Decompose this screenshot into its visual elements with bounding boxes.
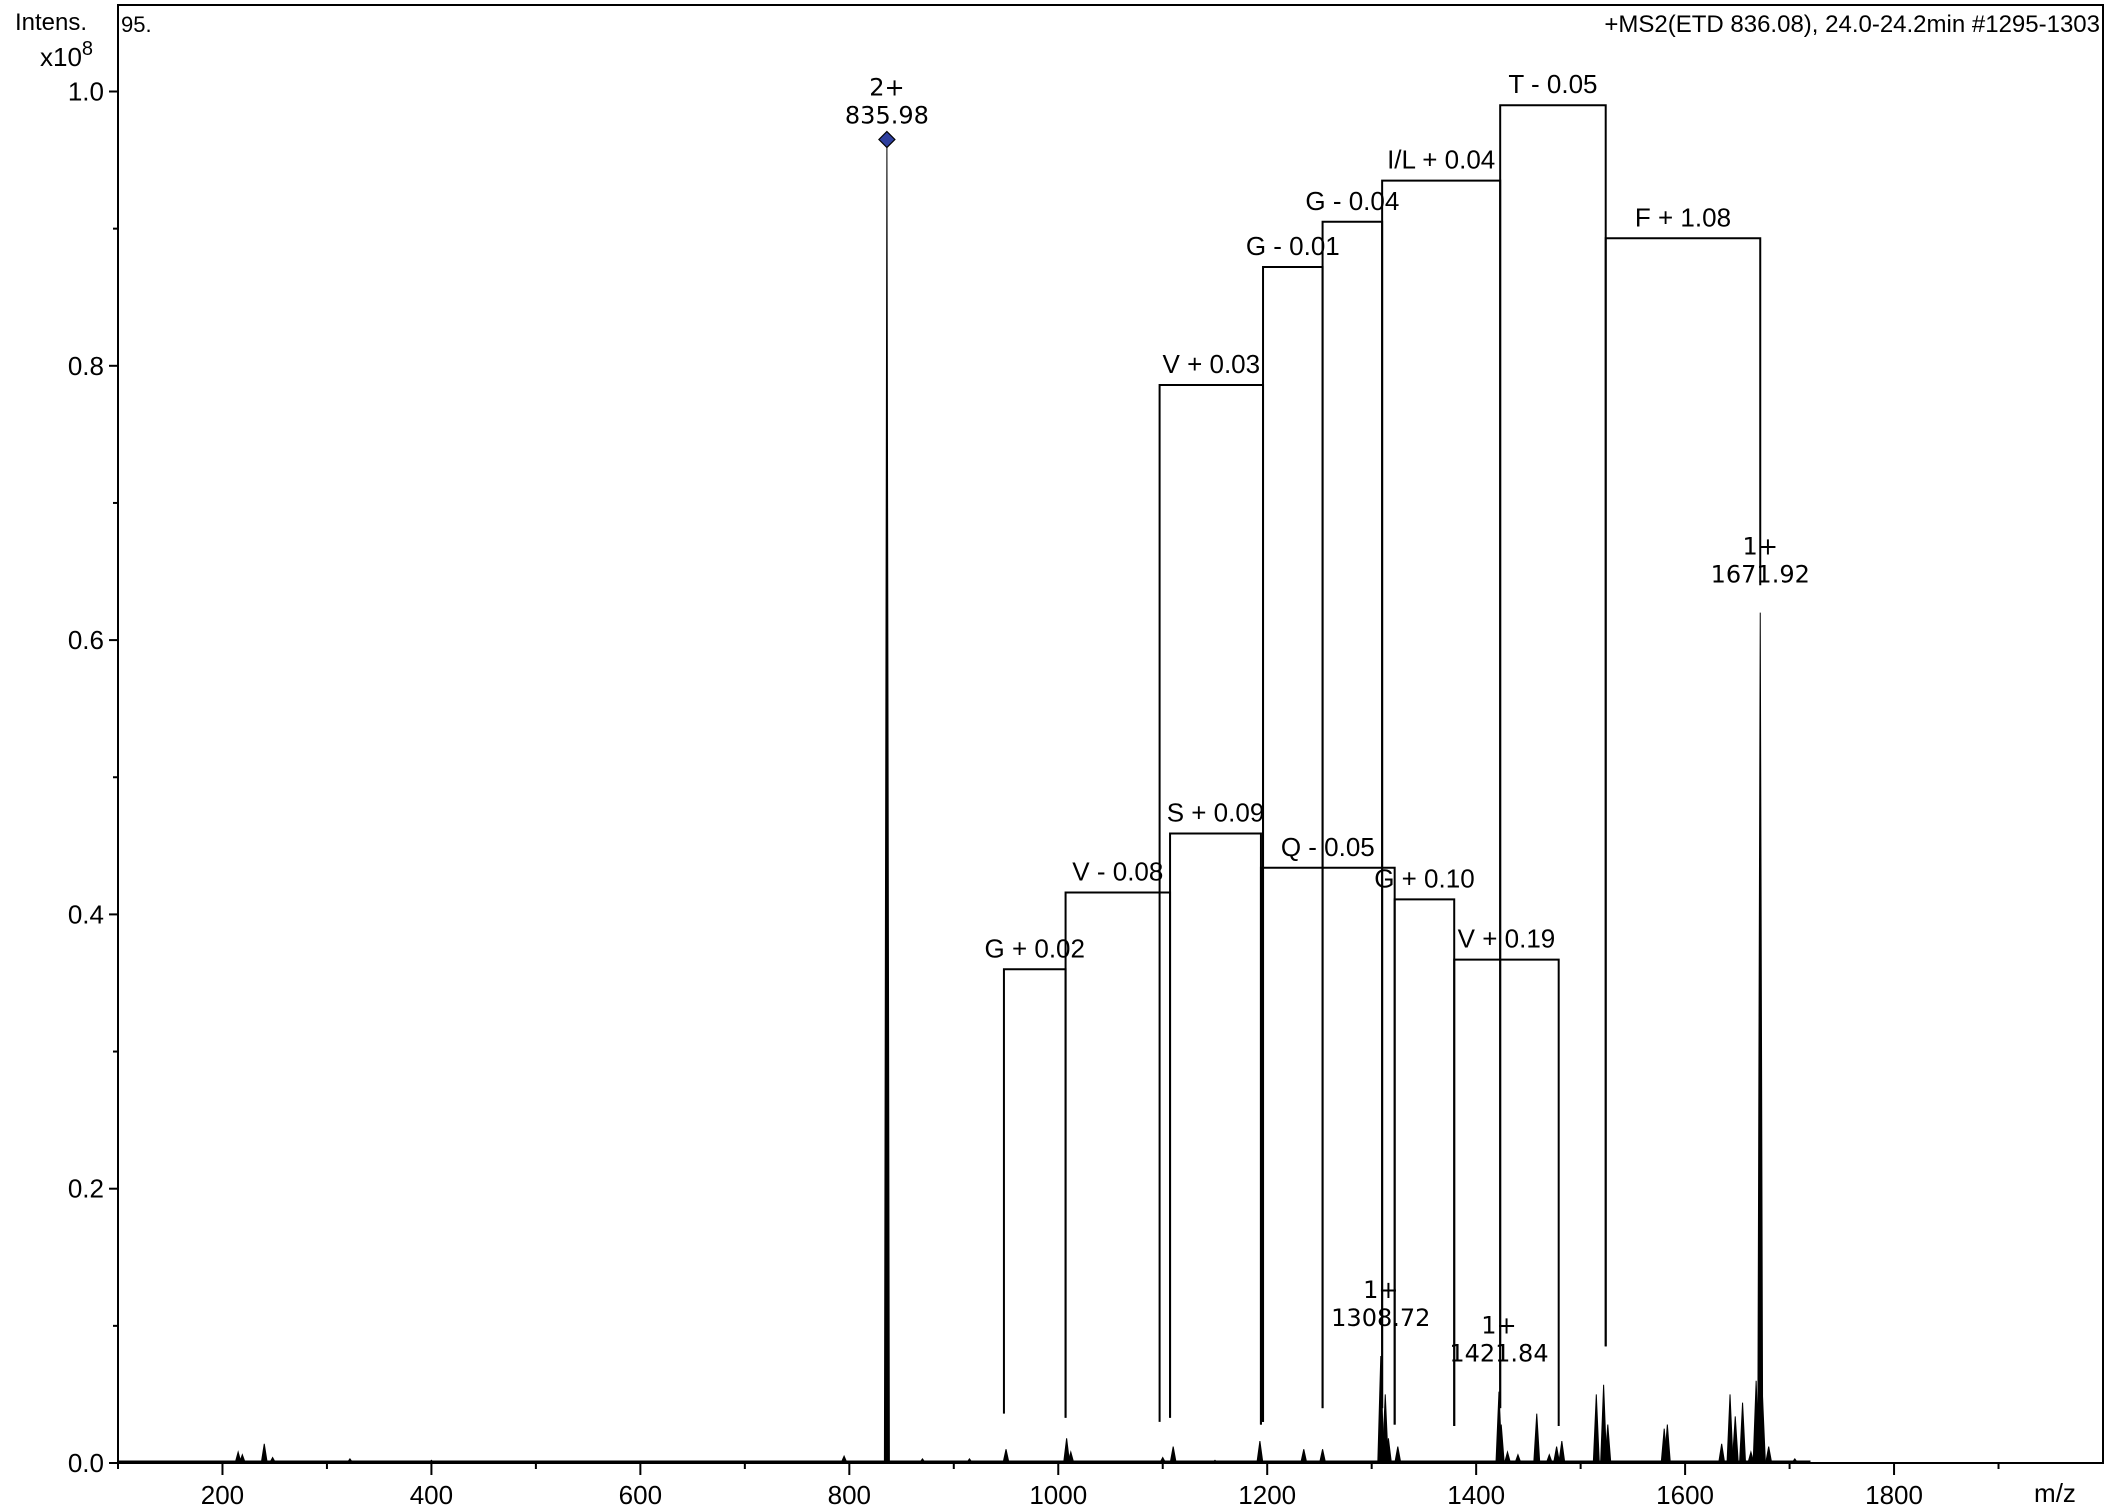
ladder-step-label: V + 0.03	[1163, 349, 1261, 379]
spectrum-header: +MS2(ETD 836.08), 24.0-24.2min #1295-130…	[1604, 11, 2100, 38]
peak	[1604, 1424, 1612, 1464]
y-tick-label: 0.2	[68, 1174, 104, 1204]
peak-mass-label: 1421.84	[1449, 1340, 1548, 1368]
ladder-step-label: G + 0.10	[1374, 863, 1474, 893]
x-axis-label: m/z	[2034, 1478, 2076, 1508]
ladder-bracket	[1321, 220, 1384, 1409]
y-scale-label: x108	[40, 38, 93, 72]
peak	[1765, 1446, 1773, 1464]
y-axis-label: Intens.	[15, 9, 87, 36]
ladder-bracket	[1002, 968, 1067, 1418]
peak	[1169, 1446, 1177, 1464]
peak	[1747, 1450, 1755, 1464]
x-tick-label: 800	[828, 1480, 871, 1510]
y-scale-exponent: 8	[82, 38, 93, 60]
ladder-step-label: T - 0.05	[1508, 69, 1597, 99]
ladder-step-label: F + 1.08	[1635, 202, 1731, 232]
ladder-step-label: G - 0.04	[1305, 186, 1399, 216]
peak-mass-label: 1308.72	[1331, 1304, 1430, 1332]
ladder-step-label: Q - 0.05	[1281, 832, 1375, 862]
peak	[1757, 612, 1764, 1464]
sequence-ladder: V + 0.03 G - 0.01 G - 0.04 I/L + 0.04 T - 0.…	[985, 69, 1762, 1426]
peak	[1497, 1424, 1505, 1464]
peak-charge-label: 1+	[1481, 1312, 1516, 1340]
peak	[883, 139, 890, 1464]
ladder-bracket	[1064, 891, 1172, 1418]
y-tick-label: 0.4	[68, 899, 104, 929]
x-tick-label: 200	[201, 1480, 244, 1510]
peak	[1002, 1449, 1010, 1464]
peak	[1300, 1449, 1308, 1464]
x-tick-label: 1600	[1656, 1480, 1714, 1510]
peak	[1758, 1394, 1766, 1464]
ladder-bracket	[1453, 958, 1560, 1426]
peak-mass-label: 1671.92	[1711, 561, 1810, 589]
x-tick-label: 1800	[1865, 1480, 1923, 1510]
x-tick-label: 600	[619, 1480, 662, 1510]
peak	[1533, 1413, 1541, 1464]
y-scale-base: x10	[40, 42, 82, 72]
peak	[1067, 1450, 1075, 1464]
peak	[260, 1443, 268, 1464]
peak-charge-label: 2+	[869, 74, 904, 102]
peak	[234, 1450, 242, 1464]
peak	[1663, 1424, 1671, 1464]
peak	[1384, 1438, 1392, 1464]
precursor-marker-icon	[878, 130, 896, 149]
x-tick-label: 1400	[1447, 1480, 1505, 1510]
peak	[1731, 1416, 1739, 1464]
peak	[1600, 1384, 1608, 1464]
ladder-step-label: V - 0.08	[1072, 856, 1163, 886]
y-tick-label: 1.0	[68, 77, 104, 107]
ladder-bracket	[1381, 179, 1502, 1409]
peak-mass-label: 835.98	[845, 102, 929, 130]
ladder-bracket	[1604, 237, 1762, 1347]
peak	[1553, 1446, 1561, 1464]
peak	[1377, 1356, 1385, 1464]
ladder-step-label: I/L + 0.04	[1387, 145, 1495, 175]
plot-frame	[117, 4, 2104, 1464]
ladder-bracket	[1393, 898, 1456, 1426]
peak	[1318, 1449, 1327, 1464]
peak	[1739, 1402, 1747, 1464]
ladder-bracket	[1499, 104, 1607, 1409]
peak	[1558, 1440, 1566, 1464]
axes: 0.0 0.2 0.4 0.6 0.8 1.0 200 400 600 800 1000 1200 14…	[68, 77, 2000, 1510]
y-tick-label: 0.6	[68, 625, 104, 655]
peak-labels: 2+835.981+1308.72 1+1421.841+1671.92	[845, 74, 1810, 1368]
x-tick-label: 400	[410, 1480, 453, 1510]
peak-charge-label: 1+	[1743, 533, 1778, 561]
peak	[1718, 1443, 1726, 1464]
ladder-step-label: G - 0.01	[1246, 231, 1340, 261]
ladder-step-label: G + 0.02	[985, 933, 1085, 963]
spectrum-label: 95.	[121, 12, 152, 37]
ladder-step-label: V + 0.19	[1458, 924, 1556, 954]
peaks	[118, 139, 1811, 1464]
y-tick-label: 0.8	[68, 351, 104, 381]
peak	[1063, 1438, 1071, 1464]
x-tick-label: 1000	[1029, 1480, 1087, 1510]
ladder-step-label: S + 0.09	[1167, 797, 1265, 827]
peak	[1503, 1450, 1512, 1464]
peak	[1256, 1440, 1264, 1464]
peak	[1592, 1394, 1600, 1464]
peak	[1726, 1394, 1734, 1464]
ladder-bracket	[1158, 384, 1265, 1422]
ladder-bracket	[1259, 866, 1396, 1425]
ladder-bracket	[1169, 832, 1262, 1425]
x-tick-label: 1200	[1238, 1480, 1296, 1510]
peak-charge-label: 1+	[1363, 1276, 1398, 1304]
peak	[1394, 1446, 1402, 1464]
y-tick-label: 0.0	[68, 1448, 104, 1478]
